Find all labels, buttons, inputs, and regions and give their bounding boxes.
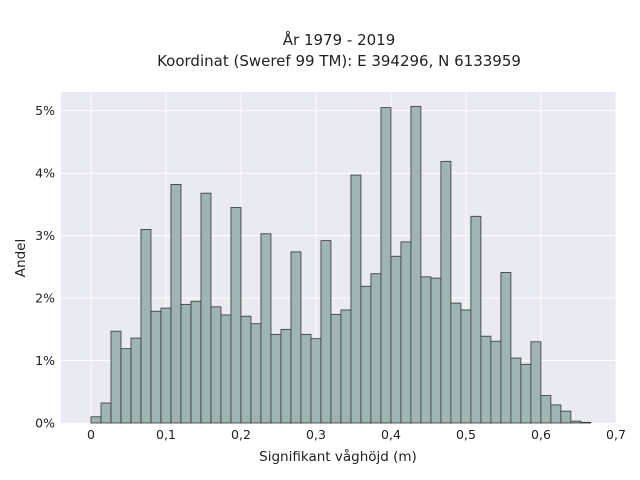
histogram-bar (180, 303, 192, 424)
histogram-bar (210, 306, 222, 424)
histogram-bar (440, 160, 452, 424)
histogram-bar (560, 410, 572, 424)
histogram-bar (570, 420, 582, 424)
y-axis-label: Andel (13, 239, 29, 277)
histogram-bar (160, 307, 172, 424)
y-tick-label: 3% (35, 228, 55, 243)
histogram-bar (100, 402, 112, 424)
histogram-bar (550, 404, 562, 424)
histogram-bar (310, 338, 322, 424)
histogram-bar (430, 277, 442, 424)
x-tick-label: 0,7 (606, 427, 626, 442)
histogram-bar (420, 276, 432, 424)
y-tick-label: 4% (35, 166, 55, 181)
histogram-bar (250, 323, 262, 424)
histogram-bar (530, 341, 542, 424)
chart-subtitle: Koordinat (Sweref 99 TM): E 394296, N 61… (157, 52, 521, 70)
histogram-bar (230, 207, 242, 424)
histogram-bar (110, 330, 122, 424)
histogram-bar (280, 328, 292, 424)
histogram-bar (480, 335, 492, 424)
x-tick-label: 0 (87, 427, 95, 442)
histogram-bar (320, 240, 332, 424)
histogram-bar (400, 241, 412, 424)
histogram-bar (540, 395, 552, 424)
y-tick-label: 1% (35, 353, 55, 368)
histogram-bar (490, 340, 502, 424)
histogram-bar (200, 192, 212, 424)
histogram-bar (510, 357, 522, 424)
histogram-bar (290, 251, 302, 424)
y-tick-label: 5% (35, 103, 55, 118)
histogram-bar (380, 107, 392, 424)
histogram-bar (360, 285, 372, 424)
histogram-bar (370, 273, 382, 424)
histogram-bar (500, 272, 512, 424)
x-tick-label: 0,3 (306, 427, 326, 442)
x-tick-label: 0,2 (231, 427, 251, 442)
histogram-bar (330, 313, 342, 424)
x-axis-label: Signifikant våghöjd (m) (259, 448, 417, 465)
x-tick-label: 0,4 (381, 427, 401, 442)
histogram-bar (470, 215, 482, 424)
histogram-bar (580, 421, 592, 424)
bars (90, 105, 592, 424)
histogram-bar (460, 309, 472, 424)
histogram-bar (340, 309, 352, 424)
histogram-bar (270, 333, 282, 424)
histogram-bar (170, 184, 182, 424)
histogram-bar (130, 337, 142, 424)
histogram-bar (350, 174, 362, 424)
histogram-bar (220, 314, 232, 424)
x-tick-label: 0,6 (531, 427, 551, 442)
y-tick-label: 0% (35, 416, 55, 431)
histogram-bar (90, 416, 102, 424)
histogram-bar (260, 233, 272, 424)
histogram-bar (190, 300, 202, 424)
histogram-bar (410, 105, 422, 424)
histogram-bar (300, 333, 312, 424)
histogram-bar (390, 255, 402, 424)
x-tick-label: 0,5 (456, 427, 476, 442)
x-tick-label: 0,1 (156, 427, 176, 442)
histogram-bar (140, 228, 152, 424)
histogram-bar (150, 310, 162, 424)
histogram-bar (240, 315, 252, 424)
histogram-bar (120, 348, 132, 424)
y-axis-ticks: 0% 1% 2% 3% 4% 5% (35, 103, 55, 430)
histogram-bar (520, 363, 532, 424)
x-axis-ticks: 0 0,1 0,2 0,3 0,4 0,5 0,6 0,7 (87, 427, 626, 442)
chart-title: År 1979 - 2019 (283, 30, 396, 49)
histogram-bar (450, 302, 462, 424)
y-tick-label: 2% (35, 291, 55, 306)
